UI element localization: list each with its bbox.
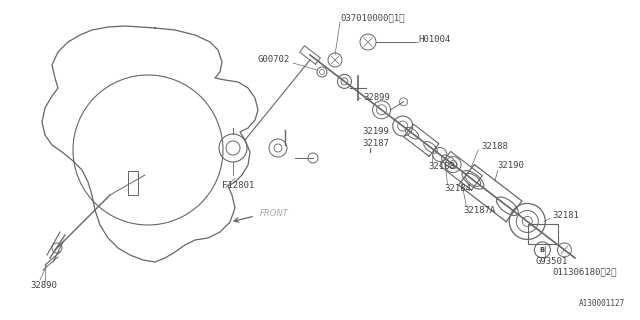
Text: 32188: 32188 <box>429 162 456 171</box>
Text: 32188: 32188 <box>481 142 508 151</box>
Text: 32187A: 32187A <box>463 206 495 215</box>
Text: 011306180（2）: 011306180（2） <box>552 268 617 276</box>
Text: B: B <box>540 247 545 253</box>
Text: 32184: 32184 <box>445 184 472 193</box>
Text: 32190: 32190 <box>498 161 525 170</box>
Text: 32199: 32199 <box>362 127 389 137</box>
Text: 32890: 32890 <box>30 281 57 290</box>
Text: G93501: G93501 <box>535 257 568 266</box>
Text: A130001127: A130001127 <box>579 299 625 308</box>
Text: G00702: G00702 <box>258 55 290 65</box>
Bar <box>128 171 138 195</box>
Text: FRONT: FRONT <box>260 209 289 218</box>
Text: H01004: H01004 <box>418 36 451 44</box>
Text: F12801: F12801 <box>222 180 254 189</box>
Text: 32181: 32181 <box>552 211 579 220</box>
Text: 32899: 32899 <box>363 93 390 102</box>
Text: 32187: 32187 <box>362 139 389 148</box>
Text: 037010000（1）: 037010000（1） <box>340 13 404 22</box>
